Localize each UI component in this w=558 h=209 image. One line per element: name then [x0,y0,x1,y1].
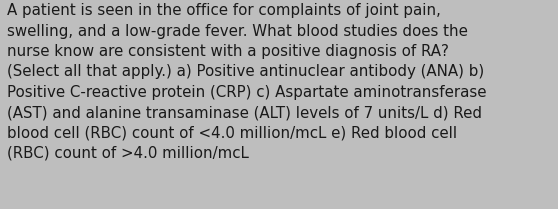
Text: A patient is seen in the office for complaints of joint pain,
swelling, and a lo: A patient is seen in the office for comp… [7,3,486,161]
